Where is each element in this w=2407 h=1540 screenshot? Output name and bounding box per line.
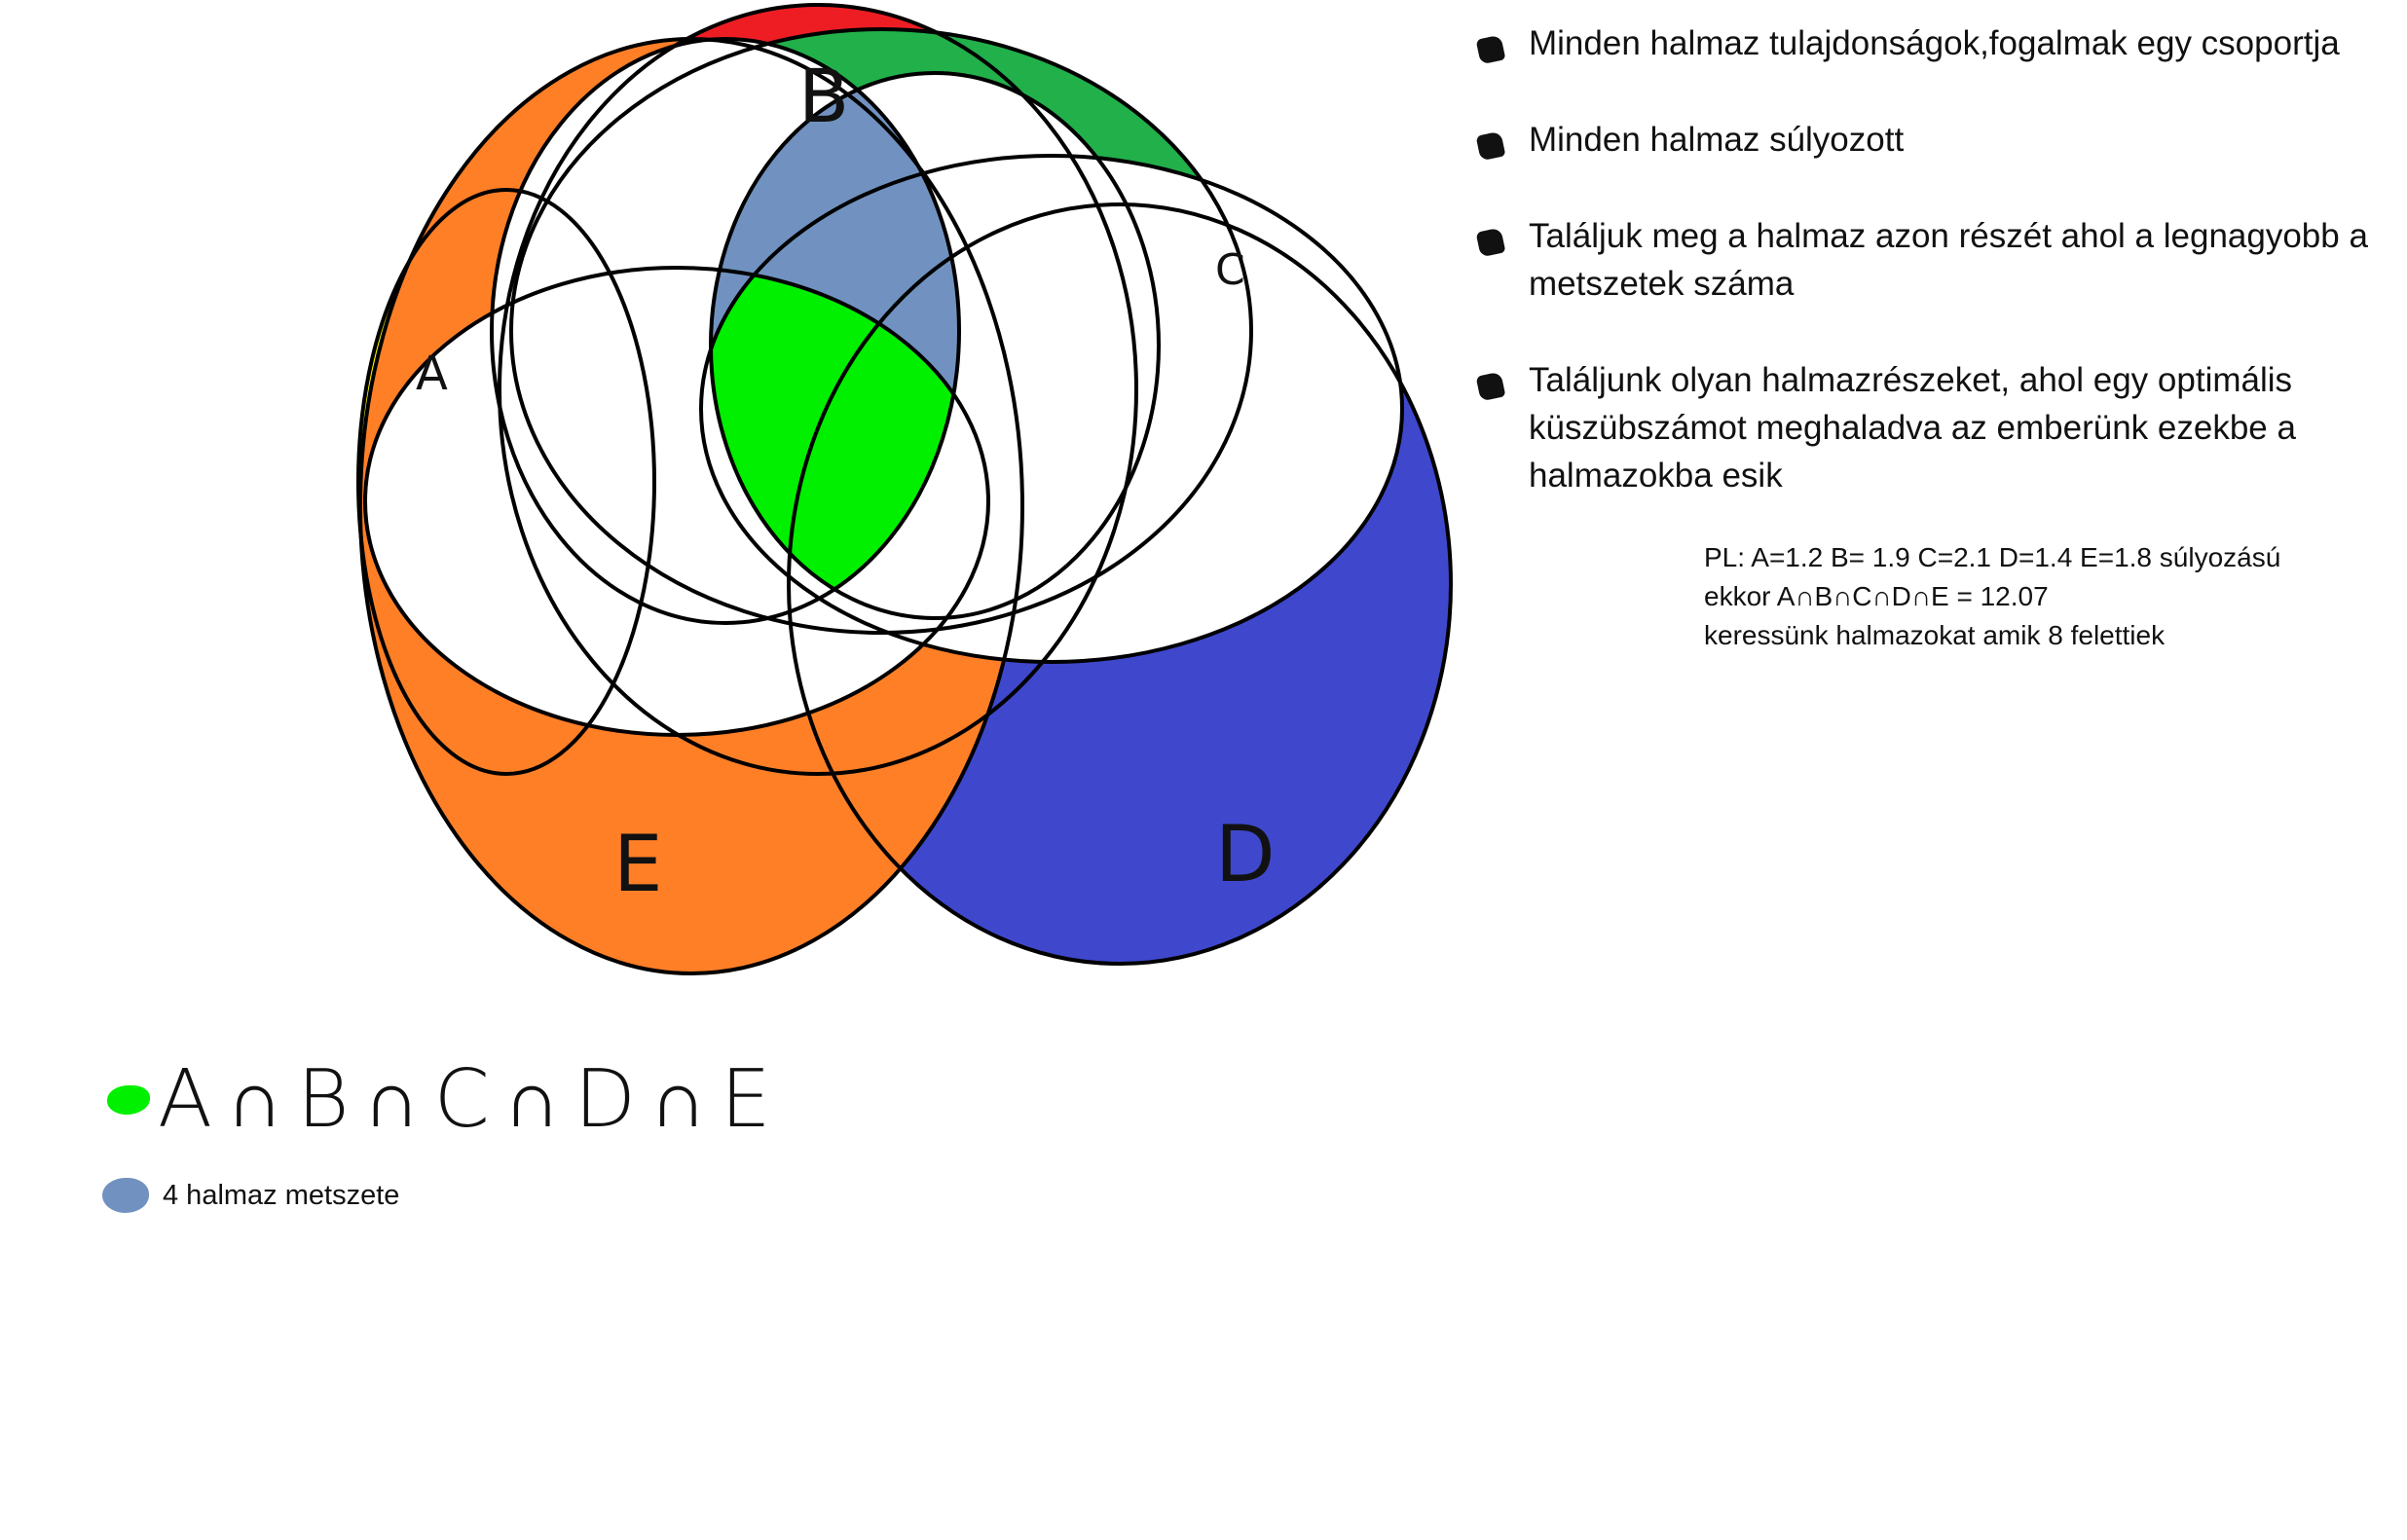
example-line: PL: A=1.2 B= 1.9 C=2.1 D=1.4 E=1.8 súlyo… [1704,542,2281,572]
example-line: keressünk halmazokat amik 8 felettiek [1704,620,2166,650]
bullet-item: Találjuk meg a halmaz azon részét ahol a… [1461,212,2386,308]
ellipse-outlines [356,3,1453,975]
bullet-item: Találjunk olyan halmazrészeket, ahol egy… [1461,356,2386,499]
legend-formula: A∩B∩C∩D∩E [158,1053,785,1146]
venn-diagram: A B C D E [356,3,1453,975]
set-label-e: E [613,819,663,909]
bullet-item: Minden halmaz tulajdonságok,fogalmak egy… [1461,19,2386,67]
legend-text: 4 halmaz metszete [163,1179,400,1211]
bullet-text: Találjunk olyan halmazrészeket, ahol egy… [1529,361,2296,495]
bullet-text: Találjuk meg a halmaz azon részét ahol a… [1529,217,2368,303]
bullet-text: Minden halmaz súlyozott [1529,121,1905,159]
set-label-a: A [416,347,448,401]
legend-five-set: A∩B∩C∩D∩E [107,1056,785,1144]
blue-swatch-icon [102,1178,149,1213]
green-swatch-icon [107,1085,150,1115]
example-block: PL: A=1.2 B= 1.9 C=2.1 D=1.4 E=1.8 súlyo… [1704,538,2280,655]
bullet-list: Minden halmaz tulajdonságok,fogalmak egy… [1461,19,2386,548]
set-label-c: C [1215,245,1245,295]
legend-four-set: 4 halmaz metszete [102,1178,399,1213]
bullet-item: Minden halmaz súlyozott [1461,116,2386,164]
bullet-marker-icon [1475,34,1506,65]
example-line: ekkor A∩B∩C∩D∩E = 12.07 [1704,581,2049,611]
set-label-b: B [798,53,849,139]
set-label-d: D [1215,809,1276,899]
bullet-text: Minden halmaz tulajdonságok,fogalmak egy… [1529,24,2340,62]
bullet-marker-icon [1475,227,1506,258]
bullet-marker-icon [1475,371,1506,402]
bullet-marker-icon [1475,130,1506,162]
